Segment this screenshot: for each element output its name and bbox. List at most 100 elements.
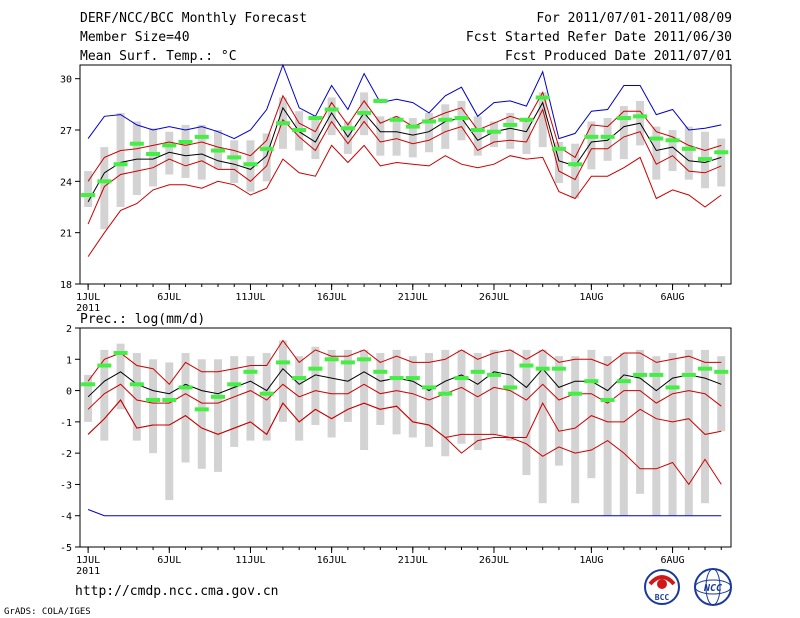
prec-spread-box xyxy=(213,359,222,472)
prec-spread-box xyxy=(84,374,93,422)
temp-spread-box xyxy=(489,121,498,148)
temp-observed-marker xyxy=(146,151,161,156)
prec-observed-marker xyxy=(503,385,518,390)
prec-observed-marker xyxy=(324,357,339,362)
temp-xtick-year: 2011 xyxy=(76,303,100,314)
temp-observed-marker xyxy=(340,126,355,131)
temp-ytick-label: 18 xyxy=(60,280,72,291)
temp-xtick-label: 21JUL xyxy=(398,292,428,303)
temp-observed-marker xyxy=(275,121,290,126)
prec-observed-marker xyxy=(584,379,599,384)
temp-spread-box xyxy=(262,133,271,182)
prec-spread-box xyxy=(408,356,417,438)
temp-xtick-label: 16JUL xyxy=(317,292,347,303)
source-url[interactable]: http://cmdp.ncc.cma.gov.cn xyxy=(75,584,279,599)
temp-spread-box xyxy=(327,97,336,136)
temp-spread-box xyxy=(684,126,693,180)
prec-spread-box xyxy=(295,356,304,441)
temp-spread-box xyxy=(554,141,563,184)
prec-observed-marker xyxy=(422,385,437,390)
prec-spread-box xyxy=(132,353,141,441)
prec-spread-box xyxy=(165,362,174,501)
temp-observed-marker xyxy=(633,114,648,119)
temp-plot-frame xyxy=(79,64,732,285)
prec-spread-box xyxy=(506,349,515,441)
prec-xtick-year: 2011 xyxy=(76,566,100,577)
temp-observed-marker xyxy=(324,107,339,112)
prec-observed-marker xyxy=(438,391,453,396)
temp-ytick-label: 24 xyxy=(60,177,72,188)
prec-spread-box xyxy=(262,353,271,441)
prec-observed-marker xyxy=(210,394,225,399)
title-right-line1: For 2011/07/01-2011/08/09 xyxy=(536,11,732,26)
temp-observed-marker xyxy=(259,146,274,151)
prec-observed-marker xyxy=(681,372,696,377)
prec-spread-box xyxy=(668,353,677,516)
temp-spread-box xyxy=(408,118,417,158)
prec-xtick-label: 6AUG xyxy=(661,555,685,566)
prec-observed-marker xyxy=(616,379,631,384)
temp-observed-marker xyxy=(357,110,372,115)
bcc-logo-dot xyxy=(657,579,667,589)
temp-observed-marker xyxy=(584,134,599,139)
temp-spread-box xyxy=(165,131,174,175)
prec-observed-marker xyxy=(259,391,274,396)
temp-ytick-label: 27 xyxy=(60,126,72,137)
temp-xtick-label: 6AUG xyxy=(661,292,685,303)
prec-spread-box xyxy=(571,356,580,504)
grads-credit: GrADS: COLA/IGES xyxy=(4,607,91,617)
prec-spread-box xyxy=(149,359,158,454)
temp-observed-marker xyxy=(665,138,680,143)
prec-observed-marker xyxy=(227,382,242,387)
temp-spread-box xyxy=(230,140,239,184)
temp-observed-marker xyxy=(227,155,242,160)
prec-observed-marker xyxy=(714,369,729,374)
temp-observed-marker xyxy=(389,117,404,122)
prec-observed-marker xyxy=(568,391,583,396)
prec-observed-marker xyxy=(633,372,648,377)
title-right-line3: Fcst Produced Date 2011/07/01 xyxy=(505,49,732,64)
prec-spread-box xyxy=(246,356,255,441)
prec-xtick-label: 16JUL xyxy=(317,555,347,566)
temp-spread-box xyxy=(392,116,401,156)
prec-observed-marker xyxy=(243,369,258,374)
prec-observed-marker xyxy=(178,385,193,390)
prec-ytick-label: -4 xyxy=(60,512,72,523)
title-left-line2: Member Size=40 xyxy=(80,30,190,45)
title-right-line2: Fcst Started Refer Date 2011/06/30 xyxy=(466,30,732,45)
temp-spread-box xyxy=(116,112,125,208)
temp-spread-box xyxy=(603,118,612,161)
temp-spread-box xyxy=(457,100,466,141)
ncc-logo-meridian xyxy=(705,568,721,606)
prec-xtick-label: 1AUG xyxy=(579,555,603,566)
prec-spread-box xyxy=(717,356,726,432)
prec-observed-marker xyxy=(129,382,144,387)
temp-xtick-label: 1AUG xyxy=(579,292,603,303)
temp-spread-box xyxy=(652,126,661,180)
prec-p75-line xyxy=(87,339,722,386)
temp-observed-marker xyxy=(81,193,96,198)
temp-spread-box xyxy=(668,130,677,172)
prec-spread-box xyxy=(652,356,661,516)
temp-spread-box xyxy=(473,116,482,156)
prec-observed-marker xyxy=(162,397,177,402)
prec-spread-box xyxy=(684,349,693,516)
temp-p25-line xyxy=(87,108,722,225)
prec-observed-marker xyxy=(649,372,664,377)
prec-spread-box xyxy=(181,353,190,463)
temp-observed-marker xyxy=(210,148,225,153)
prec-spread-box xyxy=(701,349,710,504)
temp-spread-box xyxy=(84,171,93,208)
temp-observed-marker xyxy=(616,116,631,121)
temp-observed-marker xyxy=(600,134,615,139)
prec-ytick-label: 2 xyxy=(66,324,72,335)
prec-ytick-label: 0 xyxy=(66,387,72,398)
prec-p25-line xyxy=(87,383,722,410)
prec-observed-marker xyxy=(275,360,290,365)
prec-observed-marker xyxy=(486,372,501,377)
prec-observed-marker xyxy=(340,360,355,365)
prec-spread-box xyxy=(360,349,369,451)
bcc-logo: BCC xyxy=(644,569,680,605)
bcc-logo-arc xyxy=(648,575,676,586)
temp-ytick-label: 21 xyxy=(60,229,72,240)
